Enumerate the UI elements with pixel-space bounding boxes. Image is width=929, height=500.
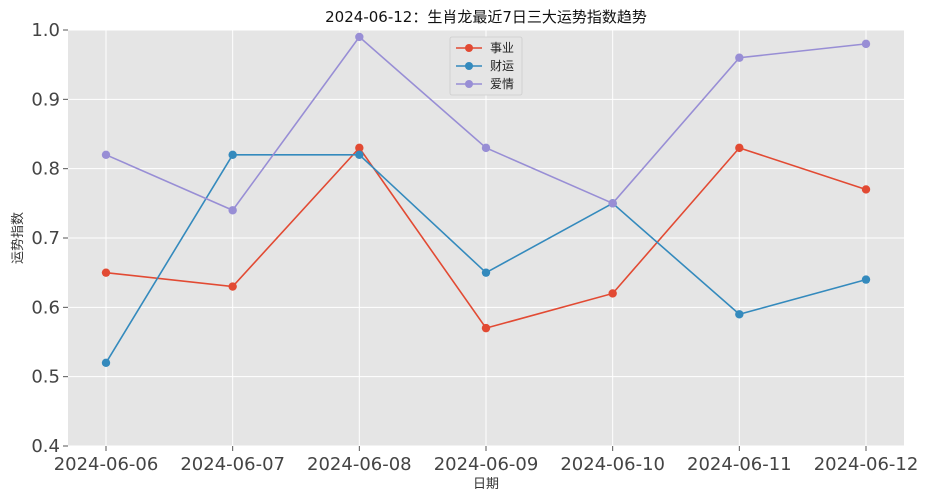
legend-label: 爱情: [490, 77, 514, 91]
data-point: [228, 150, 237, 159]
y-tick-label: 0.9: [31, 89, 60, 110]
data-point: [481, 323, 491, 333]
series-3: [101, 32, 871, 215]
data-point: [101, 150, 111, 159]
y-tick-label: 0.5: [31, 367, 60, 388]
legend-marker: [465, 80, 473, 88]
y-axis-label: 运势指数: [10, 212, 26, 264]
x-tick-label: 2024-06-12: [814, 454, 919, 475]
data-point: [355, 143, 364, 153]
data-point: [481, 268, 491, 277]
x-axis-ticks: 2024-06-06 2024-06-07 2024-06-08 2024-06-09…: [54, 446, 919, 475]
x-tick-label: 2024-06-07: [180, 454, 285, 475]
data-point: [355, 32, 364, 42]
data-point: [228, 282, 237, 291]
data-point: [608, 199, 617, 208]
chart-title: 2024-06-12：生肖龙最近7日三大运势指数趋势: [325, 8, 647, 26]
data-point: [861, 275, 871, 284]
data-point: [228, 206, 237, 215]
series-1: [101, 143, 871, 333]
y-tick-label: 0.4: [31, 436, 60, 457]
y-tick-label: 0.6: [31, 297, 60, 318]
x-tick-label: 2024-06-09: [434, 454, 539, 475]
data-point: [355, 150, 364, 159]
grid: [68, 29, 904, 447]
legend-item: 爱情: [456, 77, 514, 91]
data-point: [735, 143, 744, 153]
data-point: [861, 39, 871, 49]
y-tick-label: 0.8: [31, 159, 60, 180]
y-tick-label: 1.0: [31, 20, 60, 41]
y-axis-ticks: 0.4 0.5 0.6 0.7 0.8 0.9 1.0: [31, 20, 68, 457]
legend-label: 事业: [490, 41, 514, 55]
y-tick-label: 0.7: [31, 228, 60, 249]
legend-marker: [465, 62, 473, 70]
series-2: [101, 150, 871, 367]
legend-label: 财运: [490, 59, 514, 73]
data-point: [608, 289, 617, 298]
series-layer: [101, 32, 871, 367]
x-tick-label: 2024-06-08: [307, 454, 412, 475]
legend-marker: [465, 44, 473, 52]
x-axis-label: 日期: [473, 477, 499, 492]
data-point: [101, 268, 111, 277]
data-point: [101, 358, 111, 367]
data-point: [481, 143, 491, 153]
data-point: [861, 185, 871, 194]
legend-item: 财运: [456, 59, 514, 73]
data-point: [735, 53, 744, 62]
x-tick-label: 2024-06-11: [687, 454, 792, 475]
data-point: [735, 310, 744, 319]
x-tick-label: 2024-06-10: [560, 454, 665, 475]
x-tick-label: 2024-06-06: [54, 454, 159, 475]
legend-item: 事业: [456, 41, 514, 55]
